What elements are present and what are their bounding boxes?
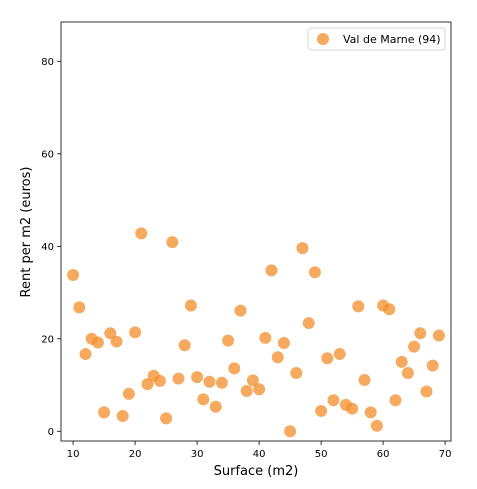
data-point [401,367,414,380]
data-point [98,406,111,419]
data-point [358,373,371,386]
data-point [395,355,408,368]
data-point [246,374,259,387]
data-point [277,336,290,349]
data-point [426,359,439,372]
data-point [364,406,377,419]
data-point [253,383,266,396]
data-point [141,378,154,391]
data-point [265,264,278,277]
data-point [290,367,303,380]
data-point [259,331,272,344]
legend-label: Val de Marne (94) [343,33,441,46]
data-point [110,335,123,348]
x-tick-label: 30 [191,449,204,460]
data-points [67,227,445,438]
y-tick-label: 40 [41,242,54,253]
data-point [271,351,284,364]
data-point [209,400,222,413]
data-point [116,410,129,423]
x-tick-label: 70 [439,449,452,460]
data-point [383,303,396,316]
x-tick-label: 10 [67,449,80,460]
y-tick-label: 0 [48,427,54,438]
data-point [197,393,210,406]
data-point [184,299,197,312]
data-point [153,374,166,387]
data-point [302,317,315,330]
data-point [420,385,433,398]
data-point [240,385,253,398]
data-point [389,394,402,407]
data-point [203,375,216,388]
data-point [67,268,80,281]
x-tick-label: 50 [315,449,328,460]
y-axis-label: Rent per m2 (euros) [19,167,34,298]
data-point [370,419,383,432]
data-point [315,404,328,417]
plot-frame [60,21,452,442]
data-point [172,372,185,385]
data-point [166,236,179,249]
x-axis-label: Surface (m2) [214,464,299,479]
data-point [308,266,321,279]
data-point [104,327,117,340]
legend: Val de Marne (94) [307,27,446,51]
data-point [284,425,297,438]
x-axis-ticks: 10 20 30 40 50 60 70 [67,441,452,460]
data-point [346,402,359,415]
y-tick-label: 60 [41,149,54,160]
x-tick-label: 60 [377,449,390,460]
data-point [160,412,173,425]
data-point [129,326,142,339]
data-point [228,362,241,375]
data-point [135,227,148,240]
data-point [191,371,204,384]
x-tick-label: 40 [253,449,266,460]
data-point [178,339,191,352]
y-tick-label: 20 [41,334,54,345]
data-point [327,394,340,407]
data-point [321,352,334,365]
data-point [91,336,104,349]
data-point [408,340,421,353]
data-point [73,301,86,314]
y-axis-ticks: 0 20 40 60 80 [41,57,61,438]
data-point [414,327,427,340]
legend-box [307,27,446,51]
data-point [79,348,92,361]
data-point [234,304,247,317]
data-point [352,300,365,313]
data-point [333,348,346,361]
legend-marker [317,33,329,45]
data-point [222,334,235,347]
data-point [296,242,309,255]
y-tick-label: 80 [41,57,54,68]
data-point [122,387,135,400]
data-point [432,329,445,342]
x-tick-label: 20 [129,449,142,460]
data-point [215,376,228,389]
